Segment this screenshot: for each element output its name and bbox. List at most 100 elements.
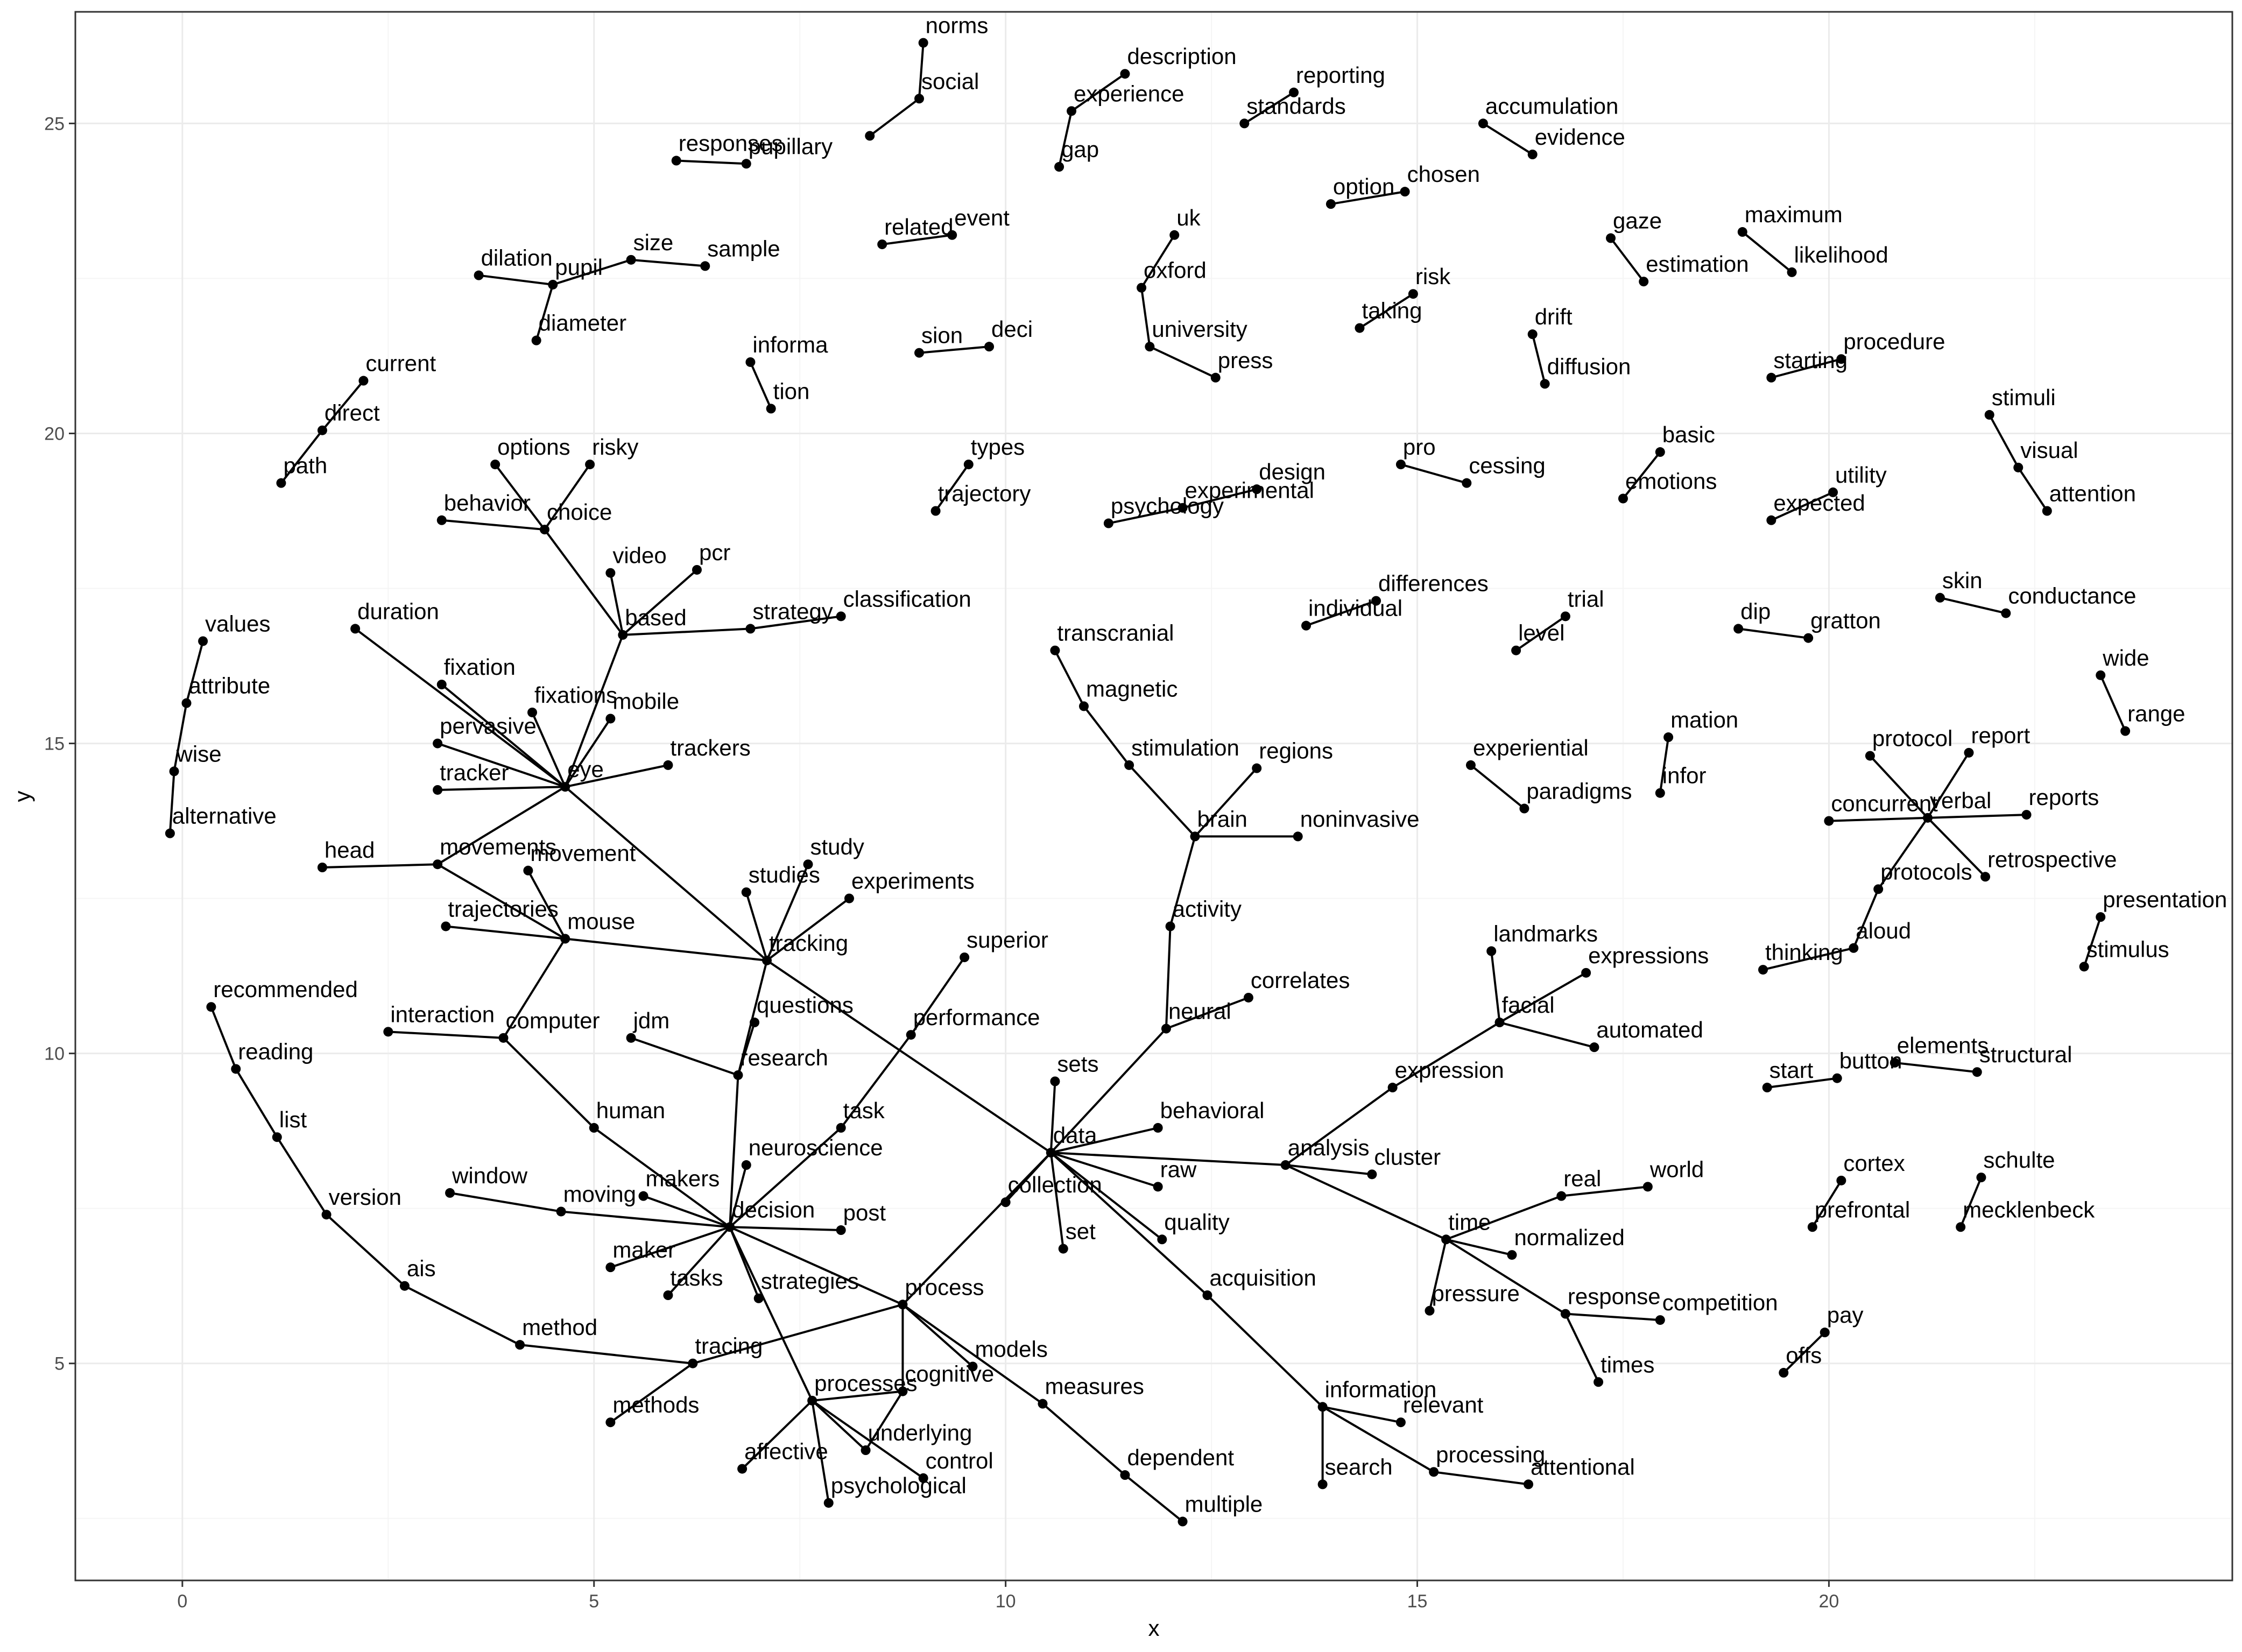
point-expressions [1581, 968, 1591, 978]
edge-interaction-computer [388, 1030, 504, 1039]
edge-based-eye [564, 634, 624, 787]
point-behavioral [1153, 1122, 1163, 1133]
point-raw [1153, 1182, 1163, 1192]
point-times [1594, 1377, 1604, 1387]
label-gap: gap [1061, 137, 1099, 162]
point-thinking [1758, 965, 1768, 975]
edge-related-event [882, 234, 953, 246]
edge-reading-list [235, 1068, 278, 1138]
point-data [1046, 1148, 1056, 1157]
label-concurrent: concurrent [1831, 791, 1938, 816]
edge-mouse-computer [502, 938, 566, 1039]
point-neuroscience [741, 1160, 751, 1170]
edge-mation-infor [1659, 737, 1670, 794]
label-button: button [1839, 1048, 1902, 1074]
point-head [317, 863, 327, 872]
points [165, 38, 2131, 1527]
label-task: task [843, 1098, 885, 1123]
label-landmarks: landmarks [1493, 921, 1598, 947]
y-tick-label: 15 [44, 734, 65, 754]
point-presentation [2096, 912, 2106, 922]
label-standards: standards [1246, 93, 1345, 118]
edge-report-verbal [1927, 752, 1970, 818]
label-elements: elements [1897, 1033, 1989, 1058]
edge-set-data [1049, 1152, 1064, 1249]
point-emotions [1618, 493, 1628, 504]
point-accumulation [1478, 118, 1488, 129]
label-post: post [843, 1200, 886, 1225]
edge-social-n_soc [869, 97, 920, 137]
edge-wide-range [2099, 675, 2126, 732]
point-underlying [861, 1445, 871, 1456]
y-tick-label: 20 [44, 423, 65, 444]
point-ais [399, 1281, 410, 1291]
edge-experimental-psychology [1108, 506, 1183, 525]
point-alternative [165, 828, 175, 838]
label-control: control [926, 1448, 993, 1473]
point-correlates [1243, 992, 1253, 1003]
label-underlying: underlying [868, 1420, 972, 1445]
point-moving [556, 1206, 566, 1217]
point-set [1058, 1244, 1068, 1254]
edge-pupil-size [552, 258, 632, 286]
point-version [321, 1210, 332, 1220]
point-tracking [762, 955, 772, 965]
edge-choice-based [544, 528, 624, 636]
point-sets [1050, 1076, 1060, 1086]
label-start: start [1769, 1057, 1814, 1083]
edge-experience-gap [1058, 110, 1073, 167]
point-mation [1663, 732, 1674, 743]
x-tick-label: 5 [589, 1591, 599, 1612]
label-neural: neural [1168, 999, 1231, 1024]
label-trajectory: trajectory [938, 481, 1031, 506]
label-brain: brain [1197, 806, 1247, 831]
point-quality [1157, 1234, 1167, 1245]
label-performance: performance [913, 1005, 1040, 1030]
edge-time-normalized [1446, 1238, 1512, 1256]
label-maker: maker [612, 1237, 675, 1262]
edge-option-chosen [1330, 190, 1405, 206]
point-dependent [1120, 1470, 1130, 1480]
point-options [490, 460, 500, 470]
edge-pay-offs [1782, 1331, 1826, 1374]
edge-trackers-eye [565, 764, 668, 788]
label-superior: superior [967, 927, 1048, 952]
label-description: description [1127, 44, 1236, 69]
label-expression: expression [1395, 1057, 1504, 1083]
label-pro: pro [1403, 434, 1436, 460]
point-relevant [1395, 1417, 1406, 1428]
edge-decision-processes [729, 1226, 813, 1401]
point-information [1317, 1402, 1328, 1412]
point-processes [807, 1395, 817, 1406]
label-process: process [905, 1274, 984, 1300]
edge-strategy-classification [750, 615, 841, 630]
point-window [445, 1188, 455, 1198]
point-stimulus [2079, 962, 2089, 972]
label-basic: basic [1662, 422, 1715, 447]
label-choice: choice [547, 499, 612, 525]
label-interaction: interaction [390, 1001, 495, 1027]
edge-pcr-based [622, 569, 698, 636]
edge-gaze-estimation [1610, 237, 1645, 283]
label-diameter: diameter [539, 310, 626, 336]
point-list [272, 1132, 282, 1142]
point-fixations [527, 707, 538, 717]
point-tasks [663, 1290, 673, 1300]
point-facial [1494, 1018, 1505, 1028]
point-measures [1038, 1399, 1048, 1409]
point-video [605, 568, 616, 578]
edge-decision-process [729, 1226, 904, 1306]
edge-measures-dependent [1042, 1403, 1126, 1476]
label-response: response [1568, 1284, 1661, 1309]
point-experiential [1465, 760, 1476, 770]
edge-size-sample [631, 258, 706, 267]
edge-options-choice [494, 463, 546, 531]
major-grid [75, 12, 2232, 1580]
label-presentation: presentation [2103, 887, 2227, 912]
edge-studies-tracking [745, 892, 768, 961]
point-sion [914, 348, 925, 358]
point-methods [605, 1417, 616, 1428]
label-fixations: fixations [534, 682, 617, 708]
point-individual [1301, 620, 1312, 631]
label-university: university [1152, 316, 1247, 342]
